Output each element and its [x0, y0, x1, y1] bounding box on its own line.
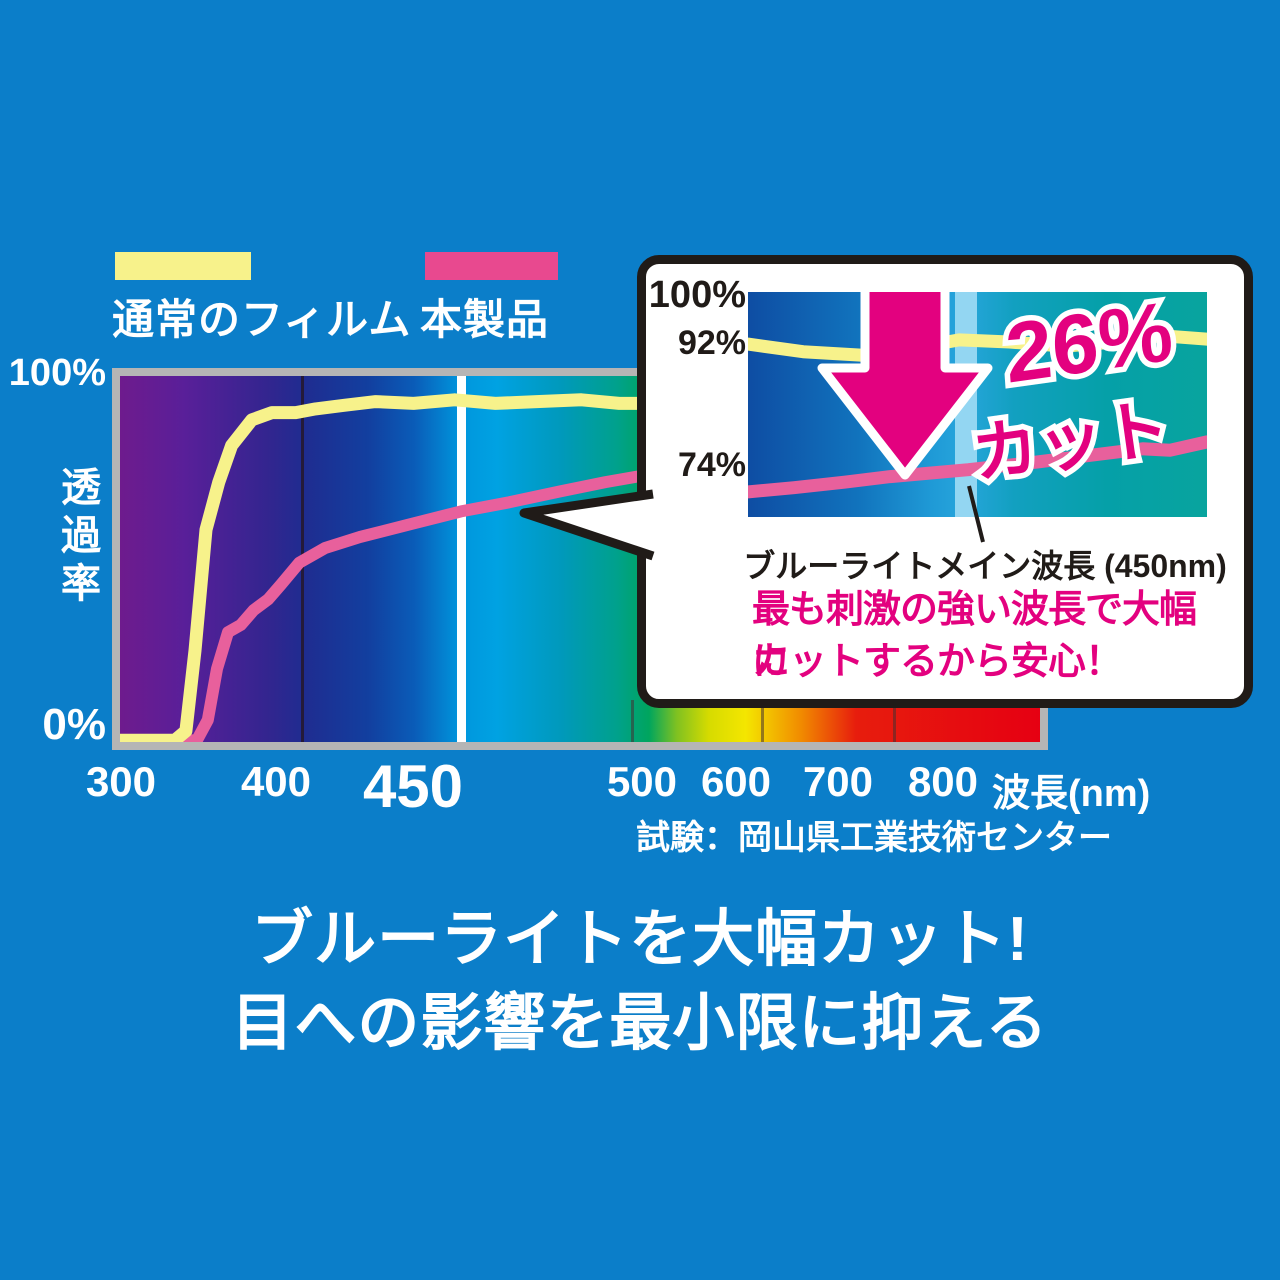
x-axis-unit-label: 波長(nm) — [992, 773, 1151, 815]
callout-curves — [748, 329, 1207, 499]
band-pointer-line — [967, 485, 985, 543]
y-axis-title: 透過率 — [55, 466, 99, 610]
y-axis-min-label: 0% — [42, 700, 106, 749]
gridline-500nm — [631, 700, 634, 742]
note-line-1: 最も刺激の強い波長で大幅に — [752, 589, 1197, 683]
callout-tail-pointer — [519, 489, 655, 561]
legend-label-product: 本製品 — [420, 296, 550, 343]
x-tick-600: 600 — [700, 758, 772, 805]
x-tick-700: 700 — [802, 758, 874, 805]
blue-light-450nm-band — [955, 292, 977, 517]
x-tick-450: 450 — [362, 753, 464, 820]
test-credit: 試験：岡山県工業技術センター — [636, 819, 1112, 857]
headline-line-1: ブルーライトを大幅カット! — [251, 905, 1029, 974]
x-tick-800: 800 — [907, 758, 979, 805]
callout-label-100: 100% — [648, 274, 746, 316]
x-tick-400: 400 — [240, 758, 312, 805]
gridline-600nm — [761, 700, 764, 742]
callout-label-74: 74% — [677, 446, 746, 484]
legend-swatch-product — [425, 252, 558, 280]
x-tick-300: 300 — [85, 758, 157, 805]
callout-zoom-chart: 26% カット — [748, 292, 1207, 517]
wavelength-caption: ブルーライトメイン波長 (450nm) — [743, 548, 1227, 584]
transmittance-curves — [120, 393, 644, 742]
callout-bubble: 100% 92% 74% 26% カット ブルーライトメイン波長 (450nm)… — [637, 255, 1253, 708]
note-line-2: カットするから安心！ — [752, 641, 1123, 683]
gridline-700nm — [893, 700, 896, 742]
cut-down-arrow — [817, 292, 993, 480]
legend-swatch-normal-film — [115, 252, 251, 280]
x-tick-500: 500 — [606, 758, 678, 805]
legend-label-normal-film: 通常のフィルム — [112, 296, 412, 343]
headline-line-2: 目への影響を最小限に抑える — [231, 989, 1049, 1058]
callout-label-92: 92% — [677, 324, 746, 362]
highlight-line-450nm — [457, 376, 466, 742]
headline: ブルーライトを大幅カット! 目への影響を最小限に抑える — [0, 898, 1280, 1066]
y-axis-max-label: 100% — [8, 352, 106, 394]
